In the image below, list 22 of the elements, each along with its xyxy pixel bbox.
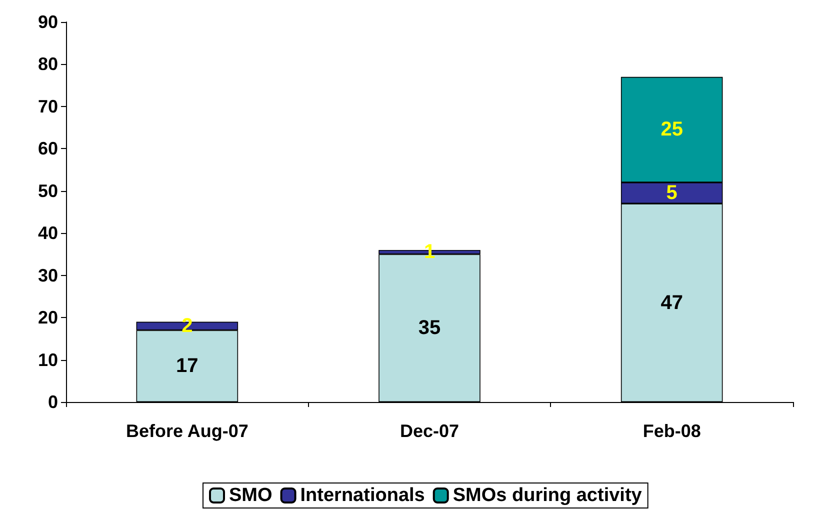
legend-label: SMO xyxy=(229,485,272,506)
x-tick-label: Before Aug-07 xyxy=(126,421,248,441)
y-tick-label: 0 xyxy=(48,392,58,412)
x-tick-label: Feb-08 xyxy=(642,421,701,441)
data-label: 17 xyxy=(176,355,198,378)
y-tick-label: 50 xyxy=(38,180,58,201)
y-tick-label: 30 xyxy=(38,265,58,286)
data-label: 25 xyxy=(660,118,683,141)
legend-label: Internationals xyxy=(300,485,425,506)
y-tick-label: 60 xyxy=(38,138,58,159)
data-label: 35 xyxy=(418,317,441,340)
data-label: 47 xyxy=(660,292,683,314)
y-tick-label: 70 xyxy=(38,96,58,116)
y-tick-label: 10 xyxy=(38,350,58,370)
data-label: 5 xyxy=(666,182,678,204)
legend-label: SMOs during activity xyxy=(452,485,642,506)
y-tick-label: 80 xyxy=(38,54,58,74)
y-tick-label: 40 xyxy=(38,223,58,244)
data-label: 1 xyxy=(424,241,436,264)
y-tick-label: 20 xyxy=(38,308,58,328)
x-tick-label: Dec-07 xyxy=(400,421,460,441)
y-tick-label: 90 xyxy=(38,12,58,32)
